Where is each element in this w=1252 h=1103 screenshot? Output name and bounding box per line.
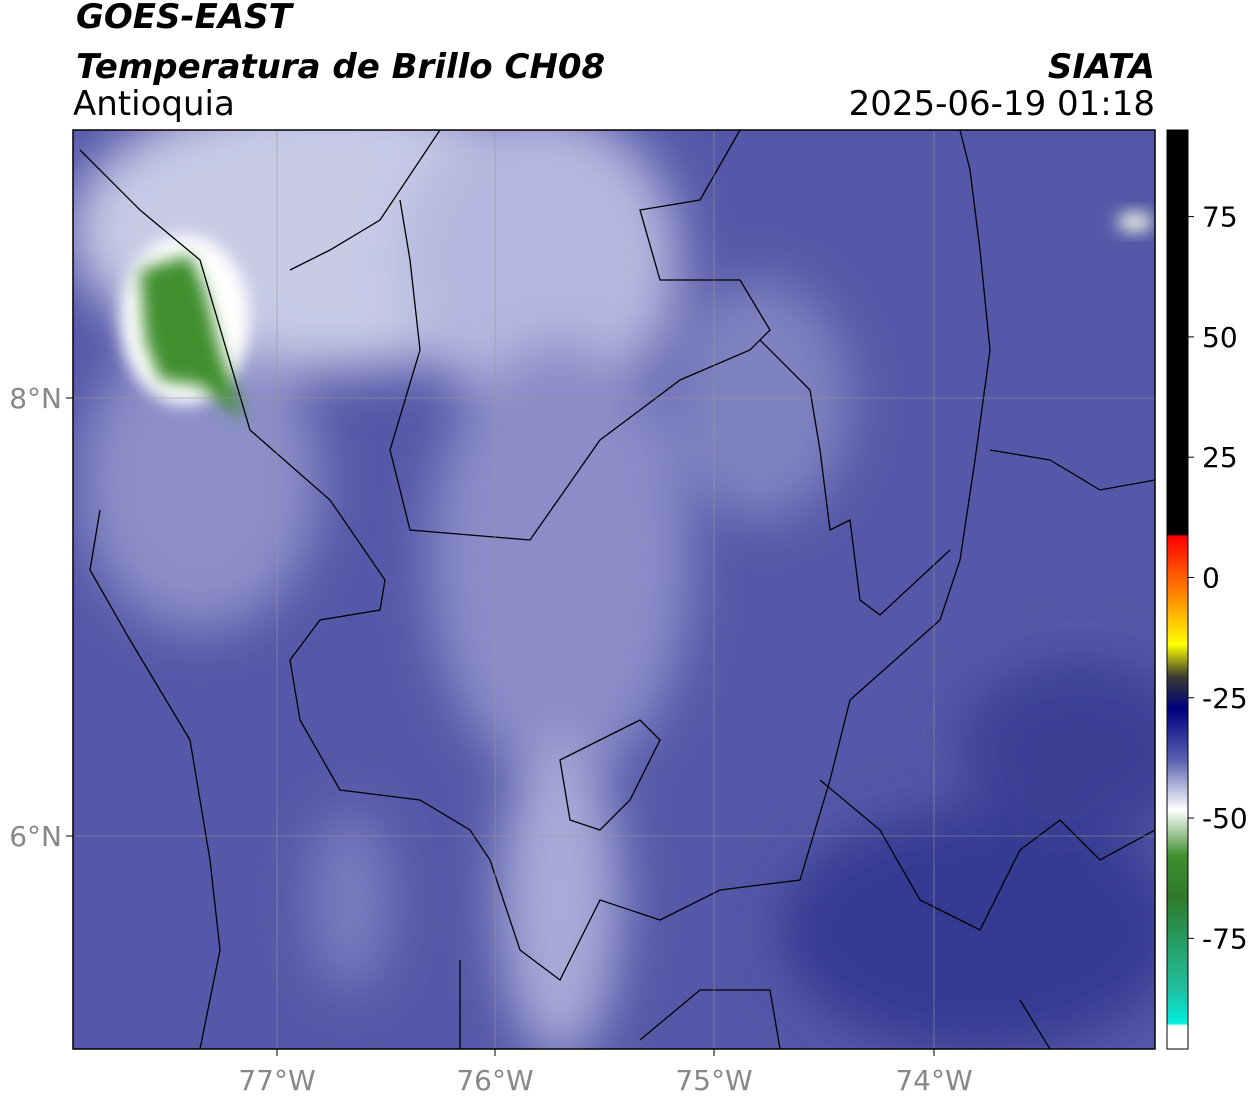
region: Antioquia [73, 84, 235, 124]
subtitle: Temperatura de Brillo CH08 [76, 47, 605, 87]
colorbar-tick-label: 50 [1202, 321, 1238, 354]
lon-label: 76°W [456, 1064, 533, 1097]
colorbar-tick-label: -25 [1202, 682, 1248, 715]
datetime: 2025-06-19 01:18 [849, 84, 1155, 124]
map-image [73, 130, 1155, 1049]
lon-label: 77°W [238, 1064, 315, 1097]
colorbar-tick-label: -75 [1202, 922, 1248, 955]
colorbar [1166, 129, 1189, 1050]
lat-label: 6°N [9, 820, 62, 853]
colorbar-tick-label: 0 [1202, 561, 1220, 594]
grid [73, 130, 1155, 1049]
lat-label: 8°N [9, 382, 62, 415]
map-frame [72, 129, 1156, 1050]
lon-label: 74°W [895, 1064, 972, 1097]
colorbar-tick-label: 75 [1202, 201, 1238, 234]
colorbar-tick-label: -50 [1202, 802, 1248, 835]
title: GOES-EAST [76, 0, 295, 37]
colorbar-tick-label: 25 [1202, 441, 1238, 474]
source: SIATA [1048, 47, 1155, 87]
lon-label: 75°W [675, 1064, 752, 1097]
